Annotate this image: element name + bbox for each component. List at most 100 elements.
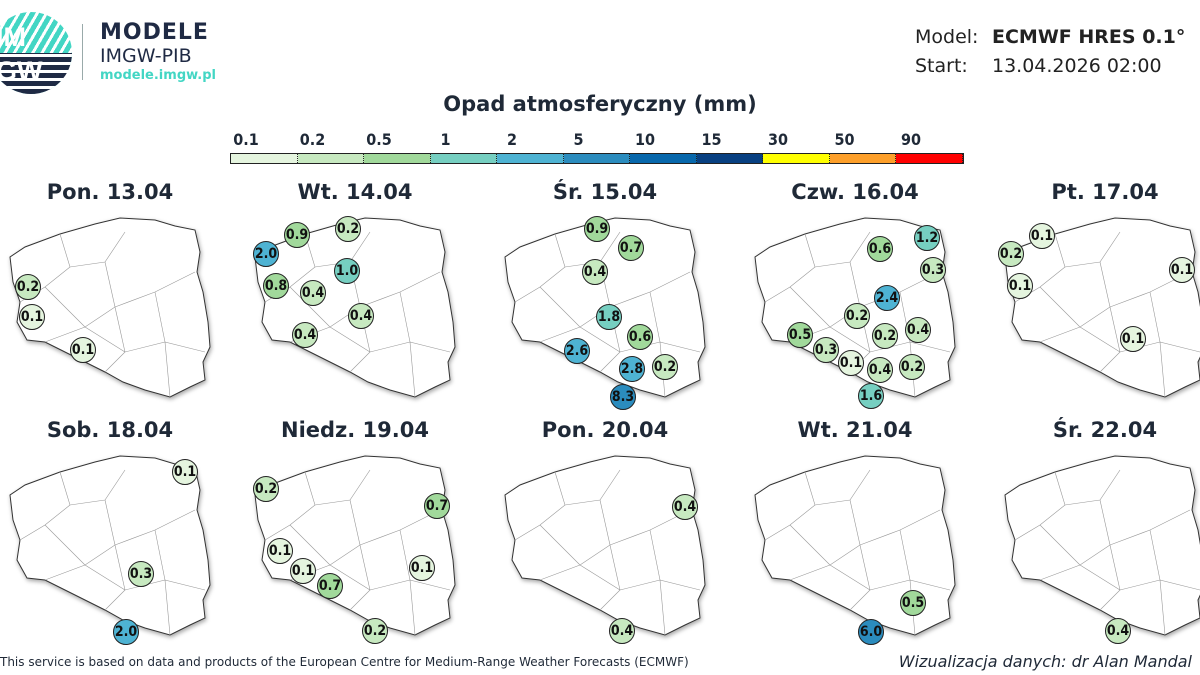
day-label: Sob. 18.04 <box>46 418 174 442</box>
day-label: Śr. 22.04 <box>1052 418 1158 442</box>
precip-marker: 1.2 <box>914 225 940 251</box>
model-value: ECMWF HRES 0.1° <box>992 26 1186 48</box>
precip-marker: 2.0 <box>253 241 279 267</box>
precip-marker: 0.7 <box>424 493 450 519</box>
precip-marker: 0.1 <box>1029 223 1055 249</box>
precip-marker: 0.1 <box>1169 257 1195 283</box>
brand-org: IMGW-PIB <box>100 45 192 67</box>
legend-tick: 2 <box>506 130 518 149</box>
precip-marker: 0.2 <box>362 618 388 644</box>
precip-marker: 0.4 <box>867 357 893 383</box>
legend-swatch <box>829 154 897 163</box>
precip-marker: 0.4 <box>609 618 635 644</box>
precip-marker: 0.2 <box>899 354 925 380</box>
precip-marker: 6.0 <box>858 619 884 645</box>
day-label: Wt. 21.04 <box>797 418 913 442</box>
model-label: Model: <box>915 26 979 48</box>
legend-tick: 30 <box>767 130 789 149</box>
brand-title: MODELE <box>100 20 209 45</box>
precip-marker: 0.7 <box>618 235 644 261</box>
start-value: 13.04.2026 02:00 <box>992 55 1162 77</box>
precip-marker: 0.4 <box>348 303 374 329</box>
precip-marker: 0.2 <box>998 241 1024 267</box>
day-label: Pon. 13.04 <box>46 180 174 204</box>
legend-swatch <box>364 154 431 163</box>
precip-marker: 1.6 <box>858 383 884 409</box>
precip-marker: 0.8 <box>263 273 289 299</box>
color-scale-bar <box>230 153 964 164</box>
divider <box>82 24 83 80</box>
precip-marker: 0.4 <box>582 259 608 285</box>
legend-swatch <box>696 154 764 163</box>
legend-tick: 15 <box>701 130 722 149</box>
precip-marker: 8.3 <box>610 384 636 410</box>
legend-tick: 5 <box>573 130 584 149</box>
precip-marker: 0.5 <box>900 590 926 616</box>
legend-title: Opad atmosferyczny (mm) <box>443 92 757 116</box>
legend-tick: 0.2 <box>299 130 326 149</box>
precip-map: 0.1 0.3 2.0 <box>5 450 220 650</box>
legend-tick: 90 <box>900 130 922 149</box>
legend-tick: 0.1 <box>233 130 259 149</box>
legend-swatch <box>763 154 830 163</box>
precip-marker: 1.0 <box>334 258 360 284</box>
precip-marker: 0.6 <box>867 236 893 262</box>
precip-map: 2.0 0.9 0.2 1.0 0.8 0.4 0.4 0.4 <box>250 212 465 412</box>
precip-marker: 2.6 <box>564 338 590 364</box>
precip-map: 0.2 0.1 0.1 <box>5 212 220 412</box>
precip-marker: 0.1 <box>19 304 45 330</box>
legend-swatch <box>497 154 564 163</box>
precip-marker: 0.3 <box>813 337 839 363</box>
poland-map-outline <box>754 455 956 636</box>
poland-map-outline <box>9 217 211 398</box>
precip-marker: 0.2 <box>844 303 870 329</box>
legend-swatch <box>231 154 298 163</box>
precip-marker: 0.4 <box>672 494 698 520</box>
credit: Wizualizacja danych: dr Alan Mandal <box>898 652 1192 671</box>
precip-marker: 0.1 <box>1007 273 1033 299</box>
day-label: Pon. 20.04 <box>541 418 669 442</box>
precip-marker: 0.1 <box>1120 326 1146 352</box>
precip-marker: 0.4 <box>292 322 318 348</box>
precip-marker: 0.3 <box>920 257 946 283</box>
precip-marker: 0.2 <box>15 274 41 300</box>
source-note: This service is based on data and produc… <box>0 655 689 669</box>
poland-map-outline <box>504 455 706 636</box>
precip-marker: 0.1 <box>172 459 198 485</box>
precip-marker: 2.0 <box>113 619 139 645</box>
precip-map: 0.6 1.2 0.3 2.4 0.2 0.5 0.2 0.4 0.3 0.1 0.4 0.2 1.6 <box>750 212 965 412</box>
start-label: Start: <box>915 55 968 77</box>
legend-swatch <box>563 154 631 163</box>
precip-map: 0.4 0.4 <box>500 450 715 650</box>
precip-marker: 0.6 <box>627 324 653 350</box>
precip-marker: 0.2 <box>335 216 361 242</box>
legend-tick: 10 <box>634 130 656 149</box>
precip-marker: 0.2 <box>253 476 279 502</box>
precip-marker: 0.1 <box>290 558 316 584</box>
brand-url[interactable]: modele.imgw.pl <box>100 68 216 83</box>
precip-marker: 0.3 <box>128 561 154 587</box>
precip-map: 0.9 0.7 0.4 1.8 0.6 2.6 2.8 0.2 8.3 <box>500 212 715 412</box>
precip-marker: 0.1 <box>267 538 293 564</box>
legend-tick: 0.5 <box>366 130 392 149</box>
precip-marker: 0.2 <box>872 323 898 349</box>
legend-tick: 50 <box>834 130 855 149</box>
precip-marker: 0.5 <box>787 322 813 348</box>
precip-marker: 0.7 <box>317 573 343 599</box>
precip-map: 0.4 <box>1000 450 1200 650</box>
poland-map-outline <box>1004 455 1200 636</box>
legend-tick: 1 <box>440 130 451 149</box>
day-label: Wt. 14.04 <box>297 180 413 204</box>
legend-swatch <box>297 154 365 163</box>
precip-marker: 0.1 <box>838 350 864 376</box>
precip-marker: 0.4 <box>300 280 326 306</box>
precip-marker: 0.2 <box>652 354 678 380</box>
poland-map-outline <box>254 455 456 636</box>
precip-map: 0.1 0.2 0.1 0.1 0.1 <box>998 212 1200 412</box>
precip-marker: 0.4 <box>905 317 931 343</box>
precip-marker: 0.9 <box>584 216 610 242</box>
day-label: Pt. 17.04 <box>1051 180 1159 204</box>
day-label: Czw. 16.04 <box>791 180 919 204</box>
precip-map: 0.5 6.0 <box>750 450 965 650</box>
imgw-logo: IMGW <box>0 12 72 94</box>
